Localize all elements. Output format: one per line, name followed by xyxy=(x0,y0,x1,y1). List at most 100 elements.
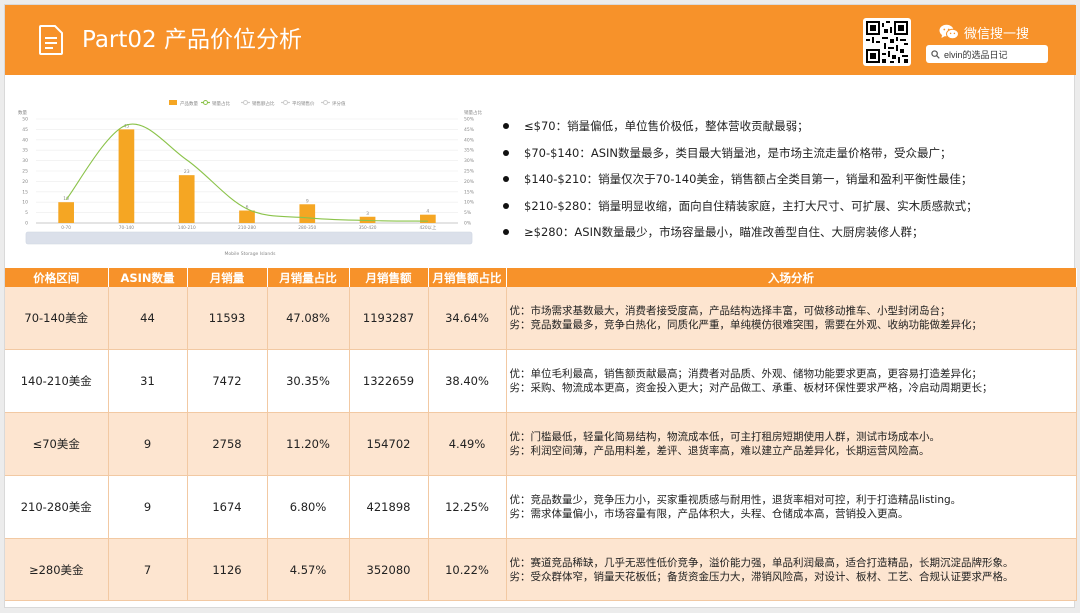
bar-data-label: 6 xyxy=(246,205,249,211)
analysis-pro: 优：门槛最低，轻量化简易结构，物流成本低，可主打租房短期使用人群，测试市场成本小… xyxy=(509,430,941,443)
cell-sales: 2758 xyxy=(187,412,268,476)
y-tick-right: 10% xyxy=(464,200,475,206)
y-tick-left: 30 xyxy=(22,158,28,164)
cell-asin: 31 xyxy=(108,349,188,414)
legend-swatch xyxy=(203,100,208,105)
cell-sales-pct: 11.20% xyxy=(267,412,350,476)
y-tick-left: 40 xyxy=(22,137,28,143)
analysis-pro: 优：市场需求基数最大，消费者接受度高，产品结构选择丰富，可做移动推车、小型封闭岛… xyxy=(509,305,951,318)
legend-label: 评分值 xyxy=(332,100,346,107)
cell-sales-pct: 47.08% xyxy=(267,287,350,351)
y-tick-left: 45 xyxy=(22,127,28,133)
series-line xyxy=(65,123,428,222)
cell-sales-pct: 4.57% xyxy=(267,538,350,602)
x-tick-label: 280-350 xyxy=(298,225,316,231)
x-tick-label: 140-210 xyxy=(178,225,196,231)
analysis-con: 劣：竞品数量最多，竞争白热化，同质化严重，单纯模仿很难突围，需要在外观、收纳功能… xyxy=(509,319,983,332)
summary-item: $210-$280：销量明显收缩，面向自住精装家庭，主打大尺寸、可扩展、实木质感… xyxy=(500,198,1060,225)
bar-data-label: 45 xyxy=(124,123,130,129)
column-header: 入场分析 xyxy=(506,268,1077,287)
column-header: 月销量 xyxy=(187,268,268,287)
cell-sales-pct: 30.35% xyxy=(267,349,350,414)
cell-analysis: 优：竞品数量少，竞争压力小，买家重视质感与耐用性，退货率相对可控，利于打造精品l… xyxy=(506,475,1077,539)
y-tick-left: 5 xyxy=(25,210,28,216)
table-row: 140-210美金 31 7472 30.35% 1322659 38.40% … xyxy=(5,349,1077,414)
y-tick-right: 50% xyxy=(464,117,475,123)
cell-analysis: 优：门槛最低，轻量化简易结构，物流成本低，可主打租房短期使用人群，测试市场成本小… xyxy=(506,412,1077,476)
cell-sales: 1674 xyxy=(187,475,268,539)
cell-range: 140-210美金 xyxy=(5,349,109,414)
analysis-con: 劣：受众群体窄，销量天花板低；备货资金压力大，滞销风险高，对设计、板材、工艺、合… xyxy=(509,570,1014,583)
y-tick-right: 35% xyxy=(464,148,475,154)
legend-label: 销售额占比 xyxy=(252,100,275,107)
cell-revenue: 1322659 xyxy=(349,349,429,414)
wechat-icon xyxy=(939,24,959,40)
y-axis-title-right: 销量占比 xyxy=(464,109,482,116)
cell-sales-pct: 6.80% xyxy=(267,475,350,539)
chart-bar xyxy=(178,175,195,223)
bar-data-label: 4 xyxy=(426,209,429,215)
table-row: 210-280美金 9 1674 6.80% 421898 12.25% 优：竞… xyxy=(5,475,1077,539)
slide: Part02 产品价位分析 xyxy=(4,4,1077,608)
cell-range: ≥280美金 xyxy=(5,538,109,602)
cell-revenue-pct: 10.22% xyxy=(428,538,507,602)
analysis-pro: 优：竞品数量少，竞争压力小，买家重视质感与耐用性，退货率相对可控，利于打造精品l… xyxy=(509,493,962,506)
cell-revenue: 352080 xyxy=(349,538,429,602)
cell-range: ≤70美金 xyxy=(5,412,109,476)
cell-sales: 11593 xyxy=(187,287,268,351)
cell-revenue-pct: 38.40% xyxy=(428,349,507,414)
bar-data-label: 9 xyxy=(306,198,309,204)
y-tick-left: 15 xyxy=(22,189,28,195)
search-input[interactable]: elvin的选品日记 xyxy=(926,45,1048,63)
column-header: 月销量占比 xyxy=(267,268,350,287)
y-tick-right: 15% xyxy=(464,189,475,195)
qr-code-icon xyxy=(863,18,911,66)
column-header: 月销售额 xyxy=(349,268,429,287)
legend-swatch xyxy=(283,100,288,105)
table-row: ≤70美金 9 2758 11.20% 154702 4.49% 优：门槛最低，… xyxy=(5,412,1077,476)
document-icon xyxy=(39,25,63,55)
cell-revenue-pct: 4.49% xyxy=(428,412,507,476)
y-tick-right: 25% xyxy=(464,169,475,175)
cell-analysis: 优：市场需求基数最大，消费者接受度高，产品结构选择丰富，可做移动推车、小型封闭岛… xyxy=(506,287,1077,351)
bar-data-label: 23 xyxy=(184,169,190,175)
chart-source-label: Mobile Storage Islands xyxy=(225,251,277,257)
cell-revenue: 1193287 xyxy=(349,287,429,351)
analysis-pro: 优：赛道竞品稀缺，几乎无恶性低价竞争，溢价能力强，单品利润最高，适合打造精品，长… xyxy=(509,556,1014,569)
x-tick-label: 350-420 xyxy=(359,225,377,231)
cell-revenue: 154702 xyxy=(349,412,429,476)
cell-analysis: 优：单位毛利最高，销售额贡献最高；消费者对品质、外观、储物功能要求更高，更容易打… xyxy=(506,349,1077,414)
y-tick-right: 45% xyxy=(464,127,475,133)
y-tick-left: 35 xyxy=(22,148,28,154)
summary-item: ≥$280：ASIN数量最少，市场容量最小，瞄准改善型自住、大厨房装修人群； xyxy=(500,224,1060,251)
y-axis-title-left: 数量 xyxy=(18,109,27,116)
analysis-con: 劣：需求体量偏小，市场容量有限，产品体积大，头程、仓储成本高，营销投入更高。 xyxy=(509,507,909,520)
wechat-search-label: 微信搜一搜 xyxy=(939,22,1029,42)
search-text: elvin的选品日记 xyxy=(944,49,1008,60)
cell-sales: 7472 xyxy=(187,349,268,414)
bar-data-label: 3 xyxy=(366,211,369,217)
table-row: ≥280美金 7 1126 4.57% 352080 10.22% 优：赛道竞品… xyxy=(5,538,1077,602)
column-header: 价格区间 xyxy=(5,268,109,287)
summary-list: ≤$70：销量偏低，单位售价极低，整体营收贡献最弱； $70-$140：ASIN… xyxy=(500,118,1060,251)
x-tick-label: 420以上 xyxy=(419,224,436,231)
price-chart: 产品数量 销量占比 销售额占比 平均销售价 评分值 数量 销量占比 0 0% 5 5% 10 10% 15… xyxy=(14,91,486,261)
cell-asin: 44 xyxy=(108,287,188,351)
cell-asin: 9 xyxy=(108,412,188,476)
column-header: ASIN数量 xyxy=(108,268,188,287)
x-tick-label: 210-280 xyxy=(238,225,256,231)
page-title: Part02 产品价位分析 xyxy=(82,27,302,53)
cell-revenue: 421898 xyxy=(349,475,429,539)
cell-range: 210-280美金 xyxy=(5,475,109,539)
legend-swatch xyxy=(323,100,328,105)
header-bar: Part02 产品价位分析 xyxy=(5,5,1076,75)
chart-bar xyxy=(299,204,316,223)
y-tick-left: 0 xyxy=(25,221,28,227)
chart-bar xyxy=(359,216,376,223)
summary-item: $70-$140：ASIN数量最多，类目最大销量池，是市场主流走量价格带，受众最… xyxy=(500,145,1060,172)
legend-label: 平均销售价 xyxy=(292,100,315,107)
chart-bar xyxy=(239,210,255,223)
y-tick-left: 10 xyxy=(22,200,28,206)
price-table: 价格区间 ASIN数量 月销量 月销量占比 月销售额 月销售额占比 入场分析 7… xyxy=(5,268,1077,602)
